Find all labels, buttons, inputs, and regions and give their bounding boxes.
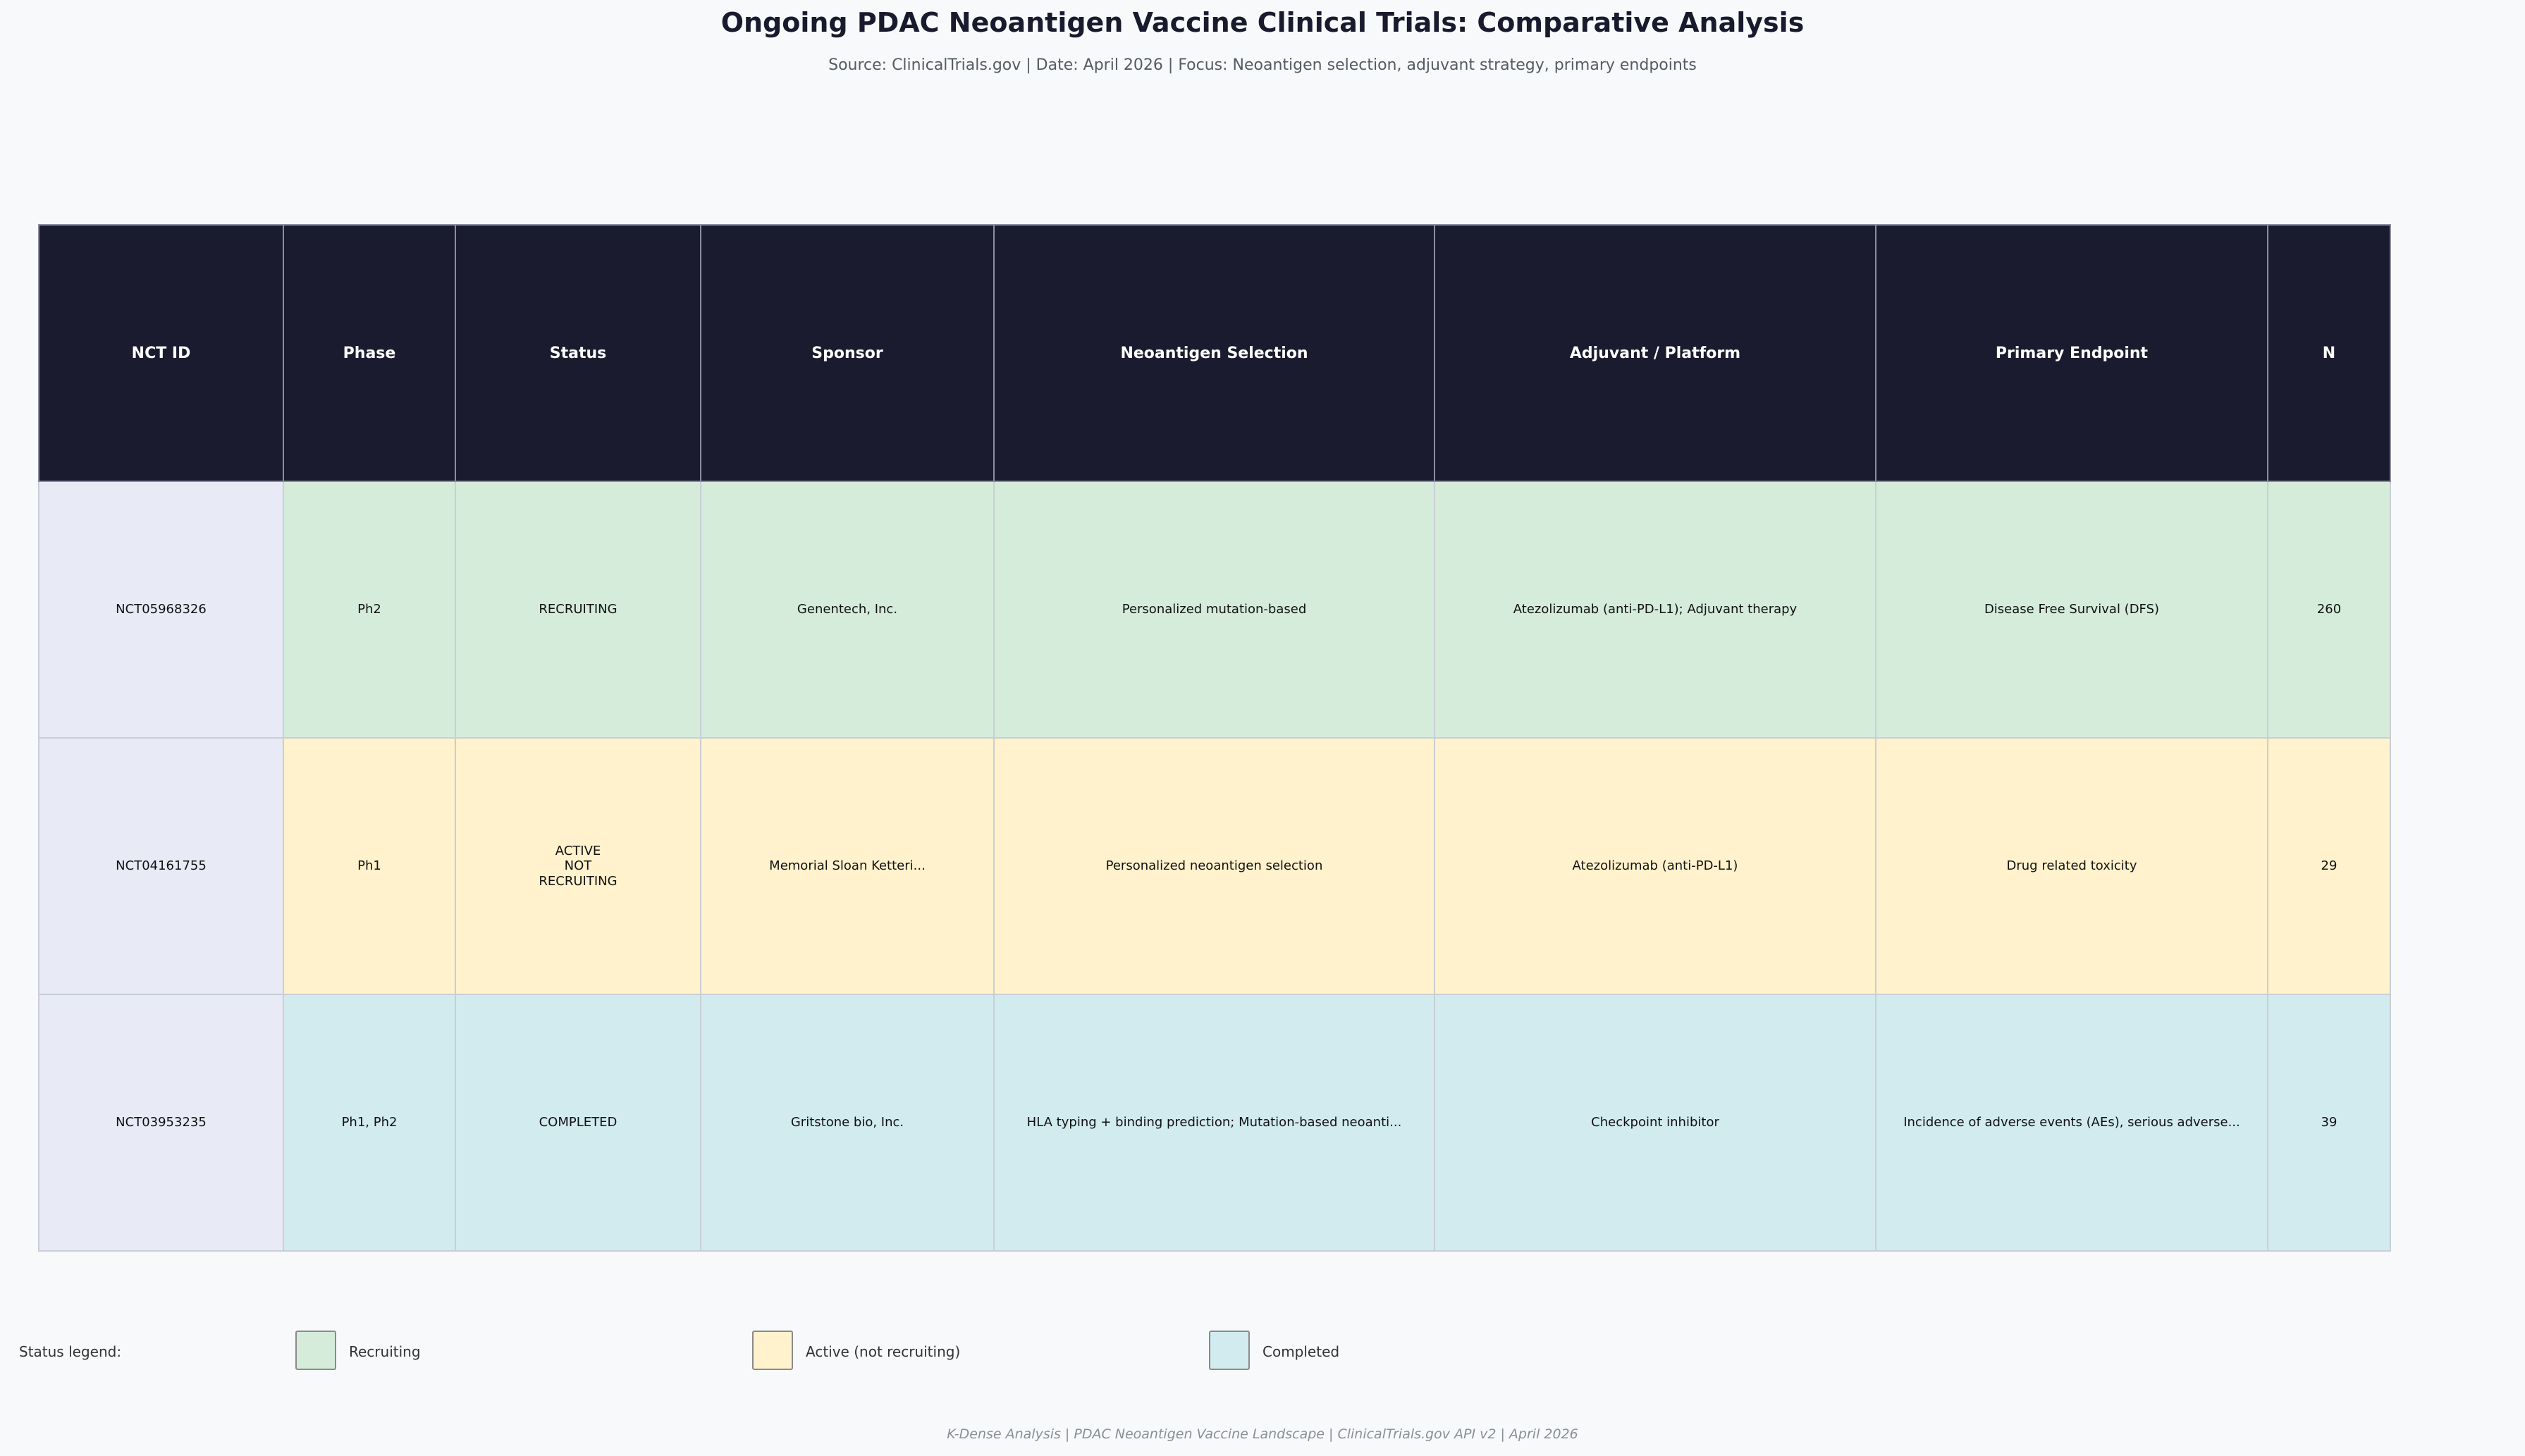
trials-table: NCT ID Phase Status Sponsor Neoantigen S… — [38, 224, 2391, 1252]
cell-status: ACTIVE NOT RECRUITING — [455, 737, 701, 995]
column-header-neoantigen-selection: Neoantigen Selection — [993, 224, 1435, 482]
legend-swatch-active — [752, 1331, 793, 1370]
cell-nct-id: NCT05968326 — [38, 481, 284, 739]
cell-adjuvant-platform: Atezolizumab (anti-PD-L1) — [1434, 737, 1876, 995]
legend-label-active: Active (not recruiting) — [806, 1343, 961, 1360]
column-header-nct-id: NCT ID — [38, 224, 284, 482]
table-header-row: NCT ID Phase Status Sponsor Neoantigen S… — [38, 224, 2391, 482]
cell-primary-endpoint: Disease Free Survival (DFS) — [1875, 481, 2268, 739]
cell-nct-id: NCT04161755 — [38, 737, 284, 995]
table-row: NCT03953235 Ph1, Ph2 COMPLETED Gritstone… — [38, 994, 2391, 1252]
cell-adjuvant-platform: Checkpoint inhibitor — [1434, 994, 1876, 1252]
table-row: NCT04161755 Ph1 ACTIVE NOT RECRUITING Me… — [38, 737, 2391, 995]
cell-neoantigen-selection: HLA typing + binding prediction; Mutatio… — [993, 994, 1435, 1252]
cell-phase: Ph1 — [283, 737, 456, 995]
cell-sponsor: Memorial Sloan Ketteri... — [700, 737, 995, 995]
cell-n: 260 — [2267, 481, 2391, 739]
cell-sponsor: Gritstone bio, Inc. — [700, 994, 995, 1252]
cell-primary-endpoint: Incidence of adverse events (AEs), serio… — [1875, 994, 2268, 1252]
cell-primary-endpoint: Drug related toxicity — [1875, 737, 2268, 995]
legend-swatch-recruiting — [295, 1331, 336, 1370]
cell-status: RECRUITING — [455, 481, 701, 739]
column-header-n: N — [2267, 224, 2391, 482]
cell-phase: Ph1, Ph2 — [283, 994, 456, 1252]
column-header-adjuvant-platform: Adjuvant / Platform — [1434, 224, 1876, 482]
chart-subtitle: Source: ClinicalTrials.gov | Date: April… — [828, 56, 1697, 74]
cell-adjuvant-platform: Atezolizumab (anti-PD-L1); Adjuvant ther… — [1434, 481, 1876, 739]
column-header-sponsor: Sponsor — [700, 224, 995, 482]
cell-nct-id: NCT03953235 — [38, 994, 284, 1252]
chart-title: Ongoing PDAC Neoantigen Vaccine Clinical… — [720, 7, 1805, 38]
column-header-phase: Phase — [283, 224, 456, 482]
footer-credit: K-Dense Analysis | PDAC Neoantigen Vacci… — [947, 1426, 1578, 1442]
cell-phase: Ph2 — [283, 481, 456, 739]
legend-title: Status legend: — [19, 1343, 122, 1360]
cell-neoantigen-selection: Personalized neoantigen selection — [993, 737, 1435, 995]
cell-neoantigen-selection: Personalized mutation-based — [993, 481, 1435, 739]
table-row: NCT05968326 Ph2 RECRUITING Genentech, In… — [38, 481, 2391, 739]
status-legend: Status legend: Recruiting Active (not re… — [0, 1331, 2525, 1373]
cell-n: 39 — [2267, 994, 2391, 1252]
cell-sponsor: Genentech, Inc. — [700, 481, 995, 739]
column-header-status: Status — [455, 224, 701, 482]
legend-label-completed: Completed — [1262, 1343, 1340, 1360]
cell-status: COMPLETED — [455, 994, 701, 1252]
column-header-primary-endpoint: Primary Endpoint — [1875, 224, 2268, 482]
legend-swatch-completed — [1209, 1331, 1250, 1370]
legend-label-recruiting: Recruiting — [349, 1343, 421, 1360]
cell-n: 29 — [2267, 737, 2391, 995]
